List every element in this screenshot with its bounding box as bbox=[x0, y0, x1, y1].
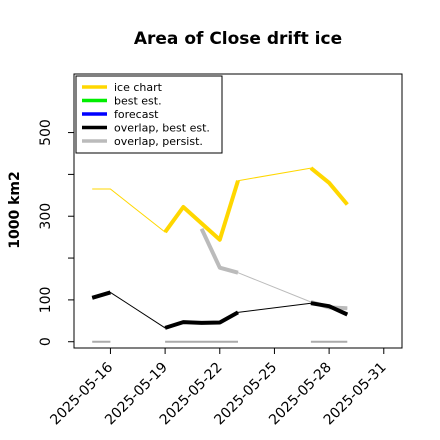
series-ice-chart-thick-0 bbox=[163, 180, 240, 242]
y-ticks: 0 100 300 500 bbox=[38, 119, 74, 346]
x-ticks: 2025-05-162025-05-192025-05-222025-05-25… bbox=[47, 348, 390, 428]
y-tick-label: 0 bbox=[38, 337, 54, 346]
series-overlap-best-thick-2 bbox=[310, 301, 349, 317]
y-tick-label: 300 bbox=[38, 203, 54, 230]
series-overlap-best-thick-1 bbox=[164, 310, 239, 330]
plot-area-frame bbox=[73, 73, 403, 349]
y-axis-label: 1000 km2 bbox=[7, 171, 23, 248]
legend-label: overlap, persist. bbox=[114, 135, 203, 148]
series-layer bbox=[91, 166, 349, 343]
chart-title: Area of Close drift ice bbox=[134, 29, 342, 49]
series-ice-chart-thick-1 bbox=[309, 166, 349, 206]
legend-label: forecast bbox=[114, 108, 159, 121]
series-ice-chart-thin-0 bbox=[92, 167, 348, 241]
series-overlap-best-thick-0 bbox=[91, 290, 111, 300]
y-tick-label: 100 bbox=[38, 287, 54, 314]
y-tick-label: 500 bbox=[38, 119, 54, 146]
series-overlap-persist-thick-0 bbox=[199, 227, 239, 275]
legend-label: overlap, best est. bbox=[114, 122, 210, 135]
legend-label: ice chart bbox=[114, 81, 163, 94]
legend-label: best est. bbox=[114, 95, 162, 108]
